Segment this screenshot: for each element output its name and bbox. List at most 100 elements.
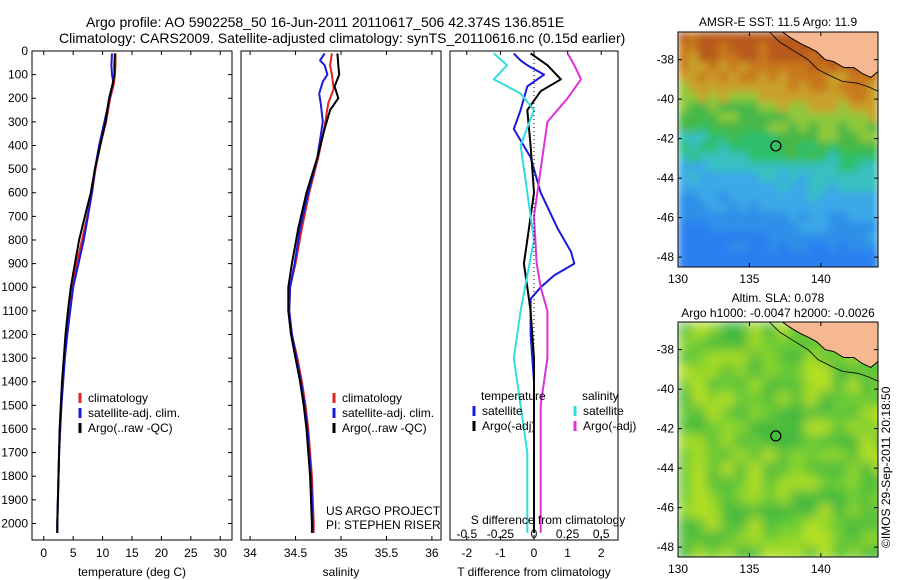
sst-cell [738, 192, 749, 203]
sla-cell [874, 378, 878, 393]
sla-cell [860, 518, 875, 533]
sst-cell [768, 202, 779, 213]
x-tick-label: 20 [155, 546, 169, 560]
sla-cell [832, 448, 847, 463]
sst-cell [788, 122, 799, 133]
sst-cell [738, 242, 749, 253]
sst-cell [708, 72, 719, 83]
sla-map [678, 322, 878, 557]
x-tick-label: 36 [425, 546, 439, 560]
sst-cell [868, 132, 878, 143]
sst-cell [798, 182, 809, 193]
sst-cell [858, 142, 869, 153]
x-tick-label: 140 [811, 272, 831, 286]
sla-cell [874, 476, 878, 491]
sla-cell [860, 462, 875, 477]
sst-cell [728, 72, 739, 83]
sst-cell [868, 222, 878, 233]
sla-cell [804, 392, 819, 407]
sla-cell [720, 420, 735, 435]
sla-cell [692, 364, 707, 379]
sst-cell [838, 182, 849, 193]
sst-cell [758, 82, 769, 93]
y-tick-label: -40 [657, 92, 675, 106]
sla-cell [804, 532, 819, 547]
sla-cell [804, 490, 819, 505]
sla-cell [692, 322, 707, 337]
sla-cell [776, 420, 791, 435]
sst-map-axes: 130 135 140 -38 -40 -42 -44 -46 -48 [657, 31, 879, 286]
x-tick-label: 25 [184, 546, 198, 560]
sst-cell [818, 132, 829, 143]
sst-cell [838, 72, 849, 83]
sst-cell [678, 52, 689, 63]
sst-cell [698, 252, 709, 263]
sst-cell [828, 202, 839, 213]
sst-cell [848, 152, 859, 163]
sst-cell [718, 242, 729, 253]
sst-cell [698, 182, 709, 193]
sst-cell [678, 242, 689, 253]
sla-cell [776, 406, 791, 421]
sst-cell [868, 82, 878, 93]
sla-cell [706, 490, 721, 505]
sla-cell [692, 378, 707, 393]
sla-cell [804, 518, 819, 533]
sst-cell [808, 172, 819, 183]
sst-cell [758, 222, 769, 233]
sst-cell [868, 232, 878, 243]
sst-cell [778, 152, 789, 163]
sla-cell [776, 350, 791, 365]
sst-cell [678, 162, 689, 173]
sla-cell [762, 350, 777, 365]
sst-cell [798, 112, 809, 123]
sla-cell [860, 420, 875, 435]
sla-cell [790, 420, 805, 435]
sst-cell [788, 62, 799, 73]
sst-cell [768, 252, 779, 263]
series-line-s-satellite [492, 52, 535, 533]
sst-cell [718, 82, 729, 93]
sst-cell [708, 142, 719, 153]
sla-cell [762, 392, 777, 407]
sst-cell [748, 92, 759, 103]
sst-cell [678, 202, 689, 213]
sst-cell [688, 202, 699, 213]
sst-cell [758, 162, 769, 173]
sst-cell [788, 82, 799, 93]
sst-cell [768, 72, 779, 83]
sla-cell [818, 364, 833, 379]
sst-cell [678, 252, 689, 263]
sst-cell [838, 142, 849, 153]
y-tick-label: 1500 [1, 398, 28, 412]
sla-cell [860, 406, 875, 421]
series-group [492, 52, 582, 533]
sst-cell [788, 242, 799, 253]
sst-cell [748, 252, 759, 263]
sst-cell [688, 62, 699, 73]
sst-cell [788, 202, 799, 213]
sst-cell [718, 162, 729, 173]
sst-cell [778, 172, 789, 183]
sla-cell [860, 378, 875, 393]
sla-cell [748, 322, 763, 337]
sst-cell [748, 162, 759, 173]
sst-cell [778, 142, 789, 153]
sst-cell [778, 212, 789, 223]
sst-cell [698, 242, 709, 253]
sst-cell [788, 192, 799, 203]
sst-cell [768, 182, 779, 193]
sst-cell [808, 142, 819, 153]
sst-cell [798, 262, 809, 267]
sst-cell [748, 102, 759, 113]
sla-cell [790, 504, 805, 519]
sst-cell [868, 182, 878, 193]
sla-cell [776, 504, 791, 519]
sst-cell [848, 112, 859, 123]
sla-cell [776, 490, 791, 505]
legend-label: satellite [583, 404, 624, 418]
sla-cell [818, 504, 833, 519]
sst-cell [678, 262, 689, 267]
sst-cell [828, 192, 839, 203]
project-annotation: US ARGO PROJECT [326, 504, 441, 518]
